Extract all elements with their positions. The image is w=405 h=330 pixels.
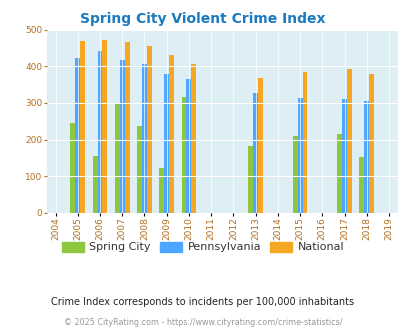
Bar (363, 101, 368, 213)
Bar (346, 69, 351, 213)
Bar (92, 156, 97, 213)
Bar (337, 134, 341, 213)
Text: Crime Index corresponds to incidents per 100,000 inhabitants: Crime Index corresponds to incidents per… (51, 297, 354, 307)
Bar (102, 40, 107, 213)
Bar (70, 123, 75, 213)
Bar (181, 97, 186, 213)
Bar (115, 104, 119, 213)
Bar (302, 72, 307, 213)
Bar (124, 42, 129, 213)
Bar (159, 168, 164, 213)
Bar (368, 74, 373, 213)
Bar (258, 78, 262, 213)
Text: © 2025 CityRating.com - https://www.cityrating.com/crime-statistics/: © 2025 CityRating.com - https://www.city… (64, 318, 341, 327)
Bar (164, 74, 169, 213)
Legend: Spring City, Pennsylvania, National: Spring City, Pennsylvania, National (57, 237, 348, 257)
Bar (341, 99, 346, 213)
Text: Spring City Violent Crime Index: Spring City Violent Crime Index (80, 12, 325, 25)
Bar (292, 136, 297, 213)
Bar (142, 64, 147, 213)
Bar (297, 98, 302, 213)
Bar (75, 58, 80, 213)
Bar (147, 46, 151, 213)
Bar (253, 93, 258, 213)
Bar (169, 54, 174, 213)
Bar (97, 51, 102, 213)
Bar (119, 60, 124, 213)
Bar (137, 126, 142, 213)
Bar (358, 157, 363, 213)
Bar (191, 64, 196, 213)
Bar (248, 146, 253, 213)
Bar (186, 79, 191, 213)
Bar (80, 41, 85, 213)
